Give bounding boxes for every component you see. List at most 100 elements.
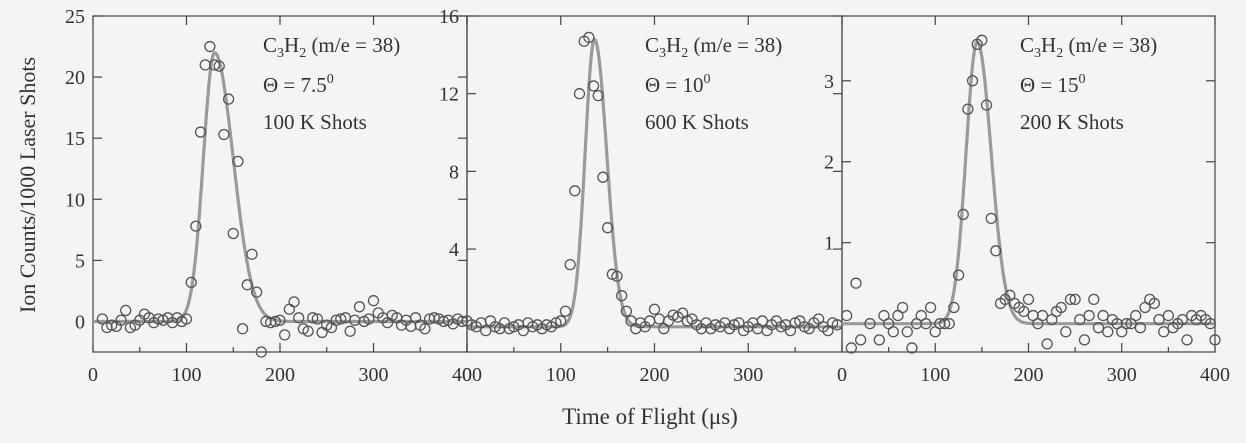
annotation-theta-value: Θ = 7.5: [263, 73, 327, 97]
annotation-superscript: 0: [1079, 72, 1086, 87]
data-point: [924, 301, 937, 314]
data-point: [1148, 297, 1161, 310]
y-tick-label: 8: [449, 161, 459, 183]
data-point: [611, 270, 623, 282]
data-point: [255, 346, 267, 358]
data-point: [1181, 334, 1193, 346]
data-point: [316, 326, 328, 339]
annotation-text: H: [1041, 33, 1056, 57]
data-point: [204, 40, 216, 53]
data-point: [948, 301, 960, 314]
data-point: [269, 315, 281, 328]
annotation-text: (m/e = 38): [306, 33, 400, 57]
data-point: [756, 315, 768, 327]
data-point: [976, 34, 988, 46]
annotation-theta: Θ = 100: [645, 72, 711, 97]
data-point: [1097, 309, 1109, 322]
y-tick-label: 15: [65, 128, 85, 150]
data-point: [901, 326, 913, 338]
x-tick-label: 300: [733, 364, 763, 386]
data-point: [274, 314, 286, 326]
data-point: [344, 325, 356, 337]
data-point: [597, 171, 609, 183]
x-tick-label: 0: [837, 364, 847, 386]
data-point: [648, 303, 661, 315]
data-point: [1088, 293, 1100, 306]
data-point: [985, 212, 997, 225]
data-point: [564, 258, 576, 271]
data-point: [199, 59, 211, 71]
annotation-shots: 200 K Shots: [1020, 110, 1124, 134]
data-point: [353, 301, 366, 313]
annotation-superscript: 0: [704, 72, 711, 87]
data-point: [583, 31, 595, 44]
data-point: [569, 185, 581, 197]
data-point: [920, 318, 932, 330]
x-tick-label: 100: [920, 364, 950, 386]
data-point: [906, 342, 918, 354]
data-point: [1036, 309, 1049, 322]
data-point: [555, 315, 567, 327]
annotation-superscript: 0: [327, 72, 334, 87]
y-tick-label: 1: [824, 233, 834, 255]
data-point: [1176, 313, 1189, 326]
x-tick-label: 200: [265, 364, 295, 386]
data-point: [213, 60, 225, 72]
fit-curve: [841, 40, 1216, 326]
data-point: [1018, 305, 1030, 318]
x-tick-label: 100: [546, 364, 576, 386]
data-point: [279, 329, 291, 341]
data-point: [1102, 326, 1114, 338]
data-point: [1158, 326, 1170, 338]
data-point: [934, 318, 946, 330]
data-point: [1064, 293, 1077, 306]
data-point: [1055, 301, 1067, 314]
annotation-text: C: [1020, 33, 1034, 57]
annotation-subscript: 3: [277, 46, 284, 61]
data-point: [302, 325, 314, 337]
x-tick-label: 200: [640, 364, 670, 386]
annotation-text: C: [645, 33, 659, 57]
data-point: [1092, 322, 1105, 334]
x-tick-label: 400: [1200, 364, 1230, 386]
y-tick-label: 10: [65, 189, 85, 211]
data-point: [990, 245, 1002, 257]
data-point: [1060, 326, 1072, 338]
data-point: [1078, 334, 1091, 346]
annotation-theta: Θ = 7.50: [263, 72, 334, 97]
data-point: [1120, 318, 1133, 330]
y-tick-label: 16: [439, 6, 459, 28]
data-point: [293, 312, 305, 324]
data-point: [246, 248, 258, 260]
x-tick-label: 100: [172, 364, 202, 386]
y-tick-label: 25: [65, 6, 85, 28]
data-point: [208, 59, 221, 71]
annotation-text: H: [666, 33, 681, 57]
data-point: [873, 334, 885, 346]
x-tick-label: 300: [359, 364, 389, 386]
annotation-subscript: 2: [681, 46, 688, 61]
data-point: [850, 277, 862, 289]
annotation-theta: Θ = 150: [1020, 72, 1086, 97]
data-point: [962, 103, 974, 115]
data-point: [185, 276, 197, 289]
data-point: [1074, 313, 1086, 326]
annotation-species: C3H2 (m/e = 38): [1020, 33, 1157, 61]
y-tick-label: 2: [824, 152, 834, 174]
data-point: [1041, 338, 1053, 350]
y-tick-label: 0: [75, 311, 85, 333]
data-point: [1022, 293, 1035, 306]
y-tick-label: 5: [75, 250, 85, 272]
data-point: [180, 313, 193, 325]
data-point: [887, 326, 899, 338]
data-point: [241, 279, 253, 291]
data-point: [980, 99, 993, 111]
plot-frame: [92, 15, 468, 353]
annotation-species: C3H2 (m/e = 38): [645, 33, 782, 61]
data-point: [938, 318, 951, 330]
data-point: [587, 80, 600, 92]
data-point: [367, 295, 380, 307]
data-point: [283, 303, 296, 315]
annotation-shots: 100 K Shots: [263, 110, 367, 134]
